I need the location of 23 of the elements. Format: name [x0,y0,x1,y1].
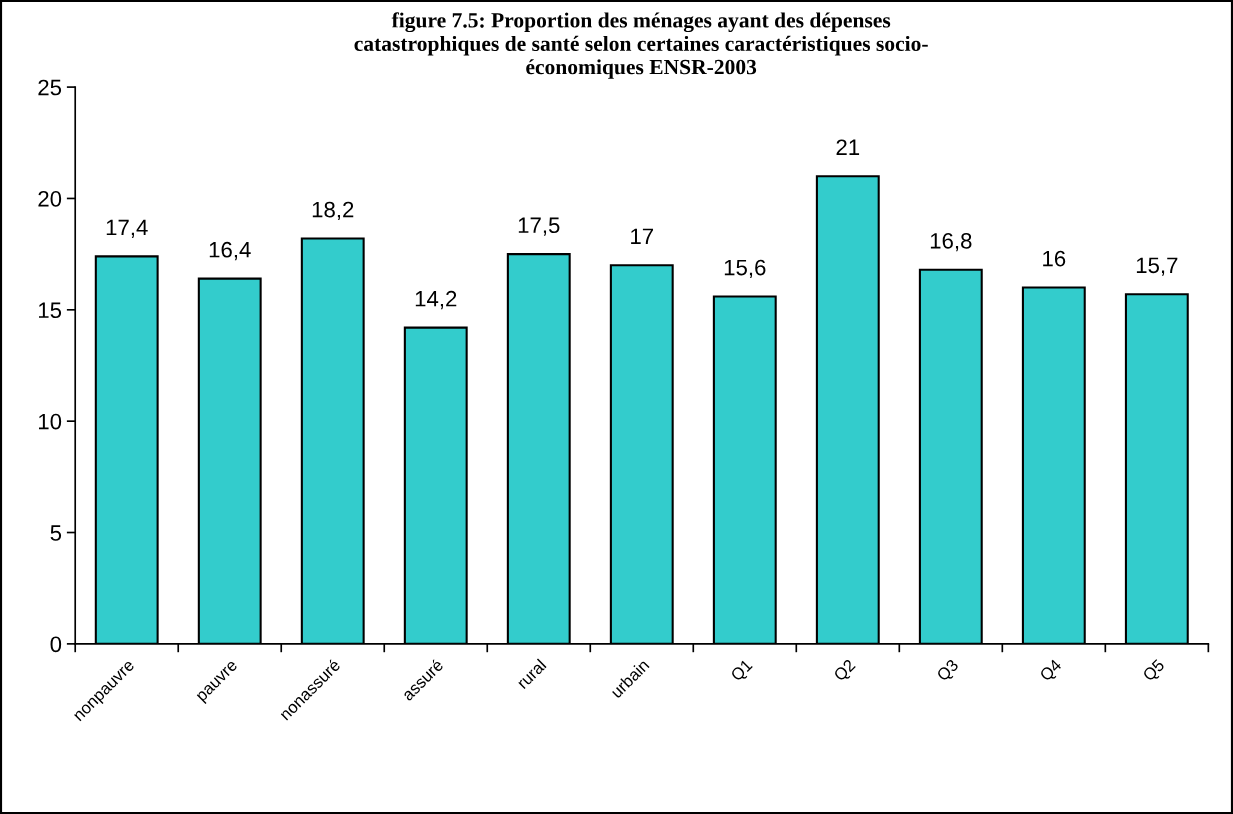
data-label: 15,7 [1136,257,1178,276]
y-tick-label: 0 [50,636,62,653]
x-tick-label: Q4 [1038,658,1065,684]
y-tick-label: 20 [38,190,62,207]
x-tick-label: Q5 [1141,658,1168,684]
data-label: 17,4 [106,219,148,238]
x-tick-label: Q1 [729,658,755,684]
data-label: 14,2 [415,290,457,310]
data-label: 17 [631,228,654,244]
y-tick-label: 25 [38,79,62,96]
data-label: 16,4 [209,241,251,261]
data-label: 16,8 [930,232,972,252]
x-tick-label: Q2 [832,658,858,684]
data-label: 21 [836,139,860,155]
chart-title: figure 7.5: Proportion des ménages ayant des dépenses catastrophiques de santé selon certaines caractéristiques socio- économiques ENSR-2003 [354,12,928,79]
data-label: 17,5 [518,217,560,236]
x-tick-label: Q3 [935,658,962,684]
y-tick-label: 15 [39,302,62,319]
data-label: 16 [1043,250,1066,267]
y-tick-label: 10 [39,413,62,430]
data-label: 18,2 [312,201,354,221]
data-label: 15,6 [724,259,766,279]
y-tick-label: 5 [50,525,62,541]
